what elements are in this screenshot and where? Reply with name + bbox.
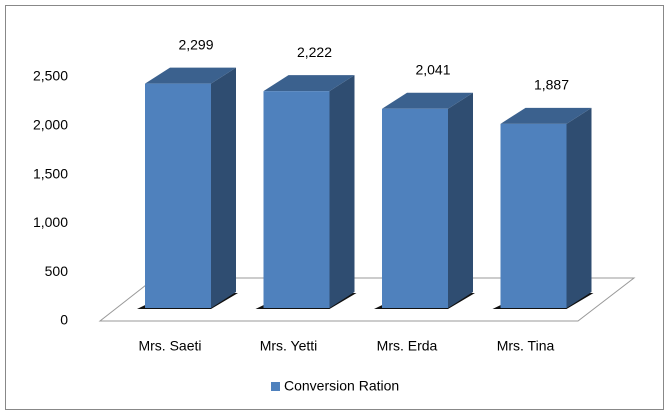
bar-front xyxy=(500,123,567,308)
bar xyxy=(382,92,473,308)
y-tick-label: 2,000 xyxy=(33,117,68,133)
bar-top xyxy=(145,67,236,84)
y-tick-label: 1,000 xyxy=(33,214,68,230)
bar-side xyxy=(329,75,355,308)
legend-swatch xyxy=(271,382,280,391)
bar xyxy=(145,67,236,308)
value-label: 2,041 xyxy=(415,62,450,78)
bar-top xyxy=(382,92,473,109)
bar-side xyxy=(566,107,592,308)
y-tick-label: 2,500 xyxy=(33,68,68,84)
bar-side xyxy=(448,92,473,308)
legend-label: Conversion Ration xyxy=(284,378,399,394)
x-tick-label: Mrs. Saeti xyxy=(138,338,201,354)
bar xyxy=(500,107,592,308)
bar-top xyxy=(263,75,355,92)
bar-front xyxy=(145,83,211,308)
bar-front xyxy=(382,108,448,308)
y-tick-label: 0 xyxy=(60,312,68,328)
x-tick-label: Mrs. Yetti xyxy=(260,338,318,354)
value-label: 2,222 xyxy=(297,44,332,60)
bar-front xyxy=(263,91,330,308)
x-tick-label: Mrs. Tina xyxy=(497,338,555,354)
bar xyxy=(263,75,355,308)
bar-top xyxy=(500,107,592,124)
bar-side xyxy=(211,67,236,308)
value-label: 2,299 xyxy=(178,36,213,52)
value-label: 1,887 xyxy=(534,77,569,93)
y-tick-label: 500 xyxy=(45,263,69,279)
x-tick-label: Mrs. Erda xyxy=(377,338,438,354)
y-tick-label: 1,500 xyxy=(33,165,68,181)
